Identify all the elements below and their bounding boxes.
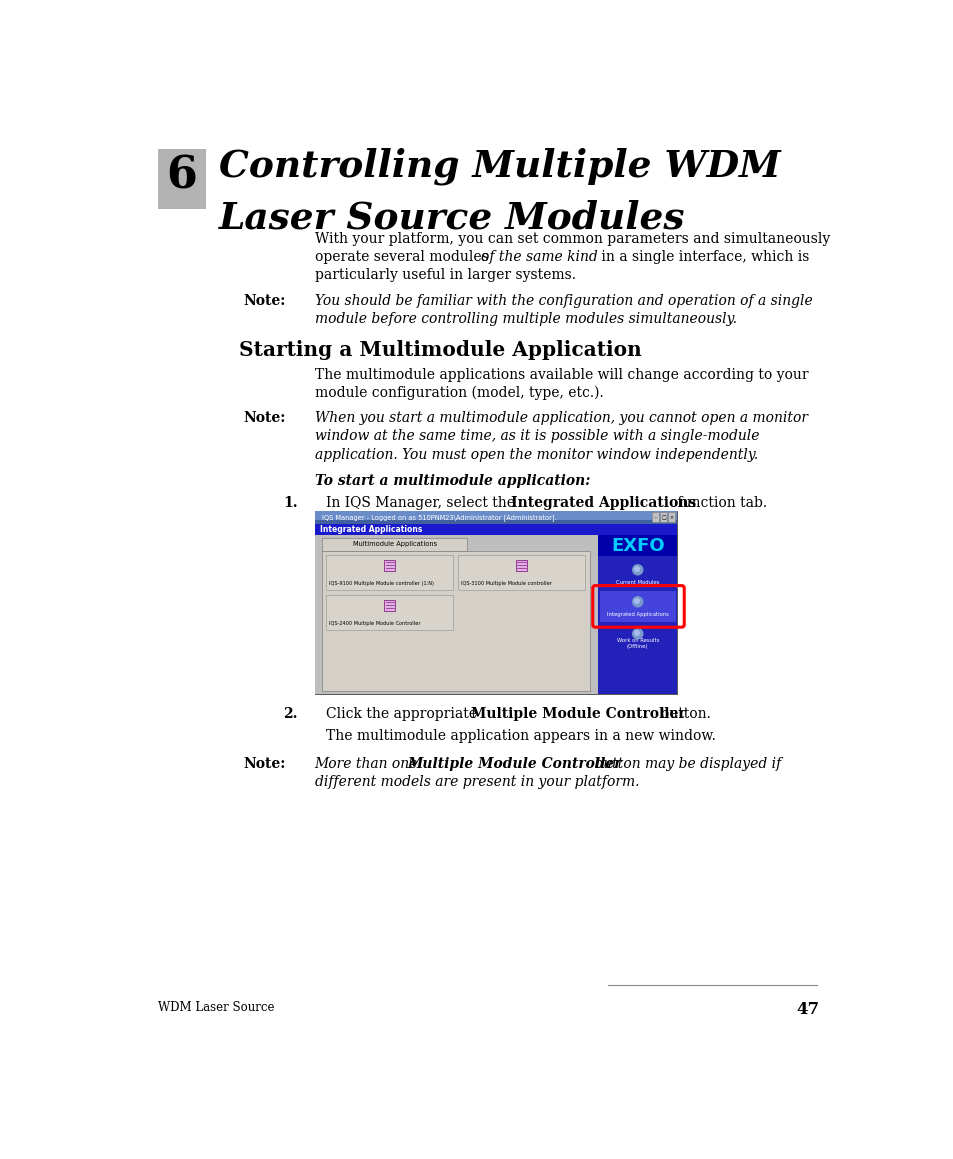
FancyBboxPatch shape (457, 555, 584, 590)
FancyBboxPatch shape (599, 591, 675, 621)
Text: button may be displayed if: button may be displayed if (590, 757, 781, 771)
FancyBboxPatch shape (322, 551, 590, 691)
Text: different models are present in your platform.: different models are present in your pla… (314, 774, 639, 788)
FancyBboxPatch shape (384, 600, 395, 611)
FancyBboxPatch shape (652, 512, 659, 522)
Text: In IQS Manager, select the: In IQS Manager, select the (326, 496, 519, 510)
Text: particularly useful in larger systems.: particularly useful in larger systems. (314, 269, 575, 283)
FancyBboxPatch shape (598, 534, 677, 694)
Text: Click the appropriate: Click the appropriate (326, 707, 481, 721)
Text: Integrated Applications: Integrated Applications (319, 525, 422, 533)
Text: IQS-9100 Multiple Module controller (1:N): IQS-9100 Multiple Module controller (1:N… (329, 581, 434, 585)
Text: Note:: Note: (243, 757, 285, 771)
Text: Controlling Multiple WDM: Controlling Multiple WDM (219, 147, 781, 185)
Circle shape (634, 567, 639, 571)
Text: When you start a multimodule application, you cannot open a monitor: When you start a multimodule application… (314, 411, 806, 425)
FancyBboxPatch shape (322, 538, 467, 551)
Text: IQS-2400 Multiple Module Controller: IQS-2400 Multiple Module Controller (329, 620, 420, 626)
Text: in a single interface, which is: in a single interface, which is (596, 250, 808, 264)
Text: Note:: Note: (243, 411, 285, 425)
Circle shape (632, 564, 642, 575)
FancyBboxPatch shape (314, 524, 677, 534)
FancyBboxPatch shape (314, 534, 598, 694)
Text: WDM Laser Source: WDM Laser Source (158, 1000, 274, 1014)
Text: 6: 6 (167, 154, 197, 197)
Text: Work on Results
(Offline): Work on Results (Offline) (616, 639, 659, 649)
Text: More than one: More than one (314, 757, 422, 771)
FancyBboxPatch shape (598, 534, 677, 556)
Text: □: □ (660, 515, 665, 519)
Text: ×: × (668, 515, 673, 519)
Text: function tab.: function tab. (672, 496, 766, 510)
Text: Integrated Applications: Integrated Applications (511, 496, 696, 510)
Circle shape (634, 599, 639, 604)
Text: The multimodule applications available will change according to your: The multimodule applications available w… (314, 367, 807, 382)
Text: You should be familiar with the configuration and operation of a single: You should be familiar with the configur… (314, 293, 811, 308)
Text: Current Modules: Current Modules (616, 581, 659, 585)
FancyBboxPatch shape (326, 555, 453, 590)
Text: Multiple Module Controller: Multiple Module Controller (471, 707, 685, 721)
Text: EXFO: EXFO (610, 537, 664, 554)
Text: window at the same time, as it is possible with a single-module: window at the same time, as it is possib… (314, 430, 759, 444)
Text: Laser Source Modules: Laser Source Modules (219, 199, 685, 236)
Text: The multimodule application appears in a new window.: The multimodule application appears in a… (326, 729, 716, 743)
Text: operate several modules: operate several modules (314, 250, 492, 264)
Text: IQS Manager - Logged on as 510PNM23\Administrator [Administrator].: IQS Manager - Logged on as 510PNM23\Admi… (322, 513, 557, 520)
Text: To start a multimodule application:: To start a multimodule application: (314, 474, 589, 488)
FancyBboxPatch shape (314, 511, 677, 524)
Text: Multimodule Applications: Multimodule Applications (353, 541, 436, 547)
FancyBboxPatch shape (314, 519, 677, 524)
FancyBboxPatch shape (659, 512, 666, 522)
Text: Multiple Module Controller: Multiple Module Controller (407, 757, 621, 771)
Text: 47: 47 (796, 1000, 819, 1018)
FancyBboxPatch shape (599, 622, 675, 654)
FancyBboxPatch shape (516, 560, 527, 571)
Text: 1.: 1. (283, 496, 298, 510)
Text: module configuration (model, type, etc.).: module configuration (model, type, etc.)… (314, 386, 602, 401)
Text: -: - (654, 515, 656, 519)
FancyBboxPatch shape (667, 512, 674, 522)
Text: module before controlling multiple modules simultaneously.: module before controlling multiple modul… (314, 312, 736, 326)
Text: Note:: Note: (243, 293, 285, 308)
FancyBboxPatch shape (326, 595, 453, 630)
Text: IQS-3100 Multiple Module controller: IQS-3100 Multiple Module controller (460, 581, 552, 585)
Text: application. You must open the monitor window independently.: application. You must open the monitor w… (314, 447, 757, 461)
FancyBboxPatch shape (314, 511, 677, 694)
Text: button.: button. (655, 707, 710, 721)
FancyBboxPatch shape (158, 150, 206, 209)
FancyBboxPatch shape (384, 560, 395, 571)
Text: Integrated Applications: Integrated Applications (606, 612, 668, 618)
Text: Starting a Multimodule Application: Starting a Multimodule Application (239, 340, 641, 360)
FancyBboxPatch shape (599, 559, 675, 590)
Circle shape (634, 630, 639, 635)
Text: With your platform, you can set common parameters and simultaneously: With your platform, you can set common p… (314, 232, 829, 246)
Text: 2.: 2. (283, 707, 297, 721)
Circle shape (632, 628, 642, 639)
Text: of the same kind: of the same kind (480, 250, 598, 264)
Circle shape (632, 597, 642, 607)
